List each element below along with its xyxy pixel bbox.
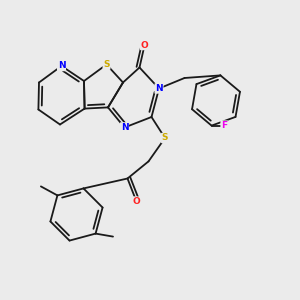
Text: F: F: [221, 121, 227, 130]
Text: O: O: [141, 40, 148, 50]
Text: S: S: [103, 60, 110, 69]
Text: N: N: [121, 123, 128, 132]
Text: N: N: [58, 61, 65, 70]
Text: N: N: [155, 84, 163, 93]
Text: S: S: [162, 134, 168, 142]
Text: O: O: [133, 197, 140, 206]
